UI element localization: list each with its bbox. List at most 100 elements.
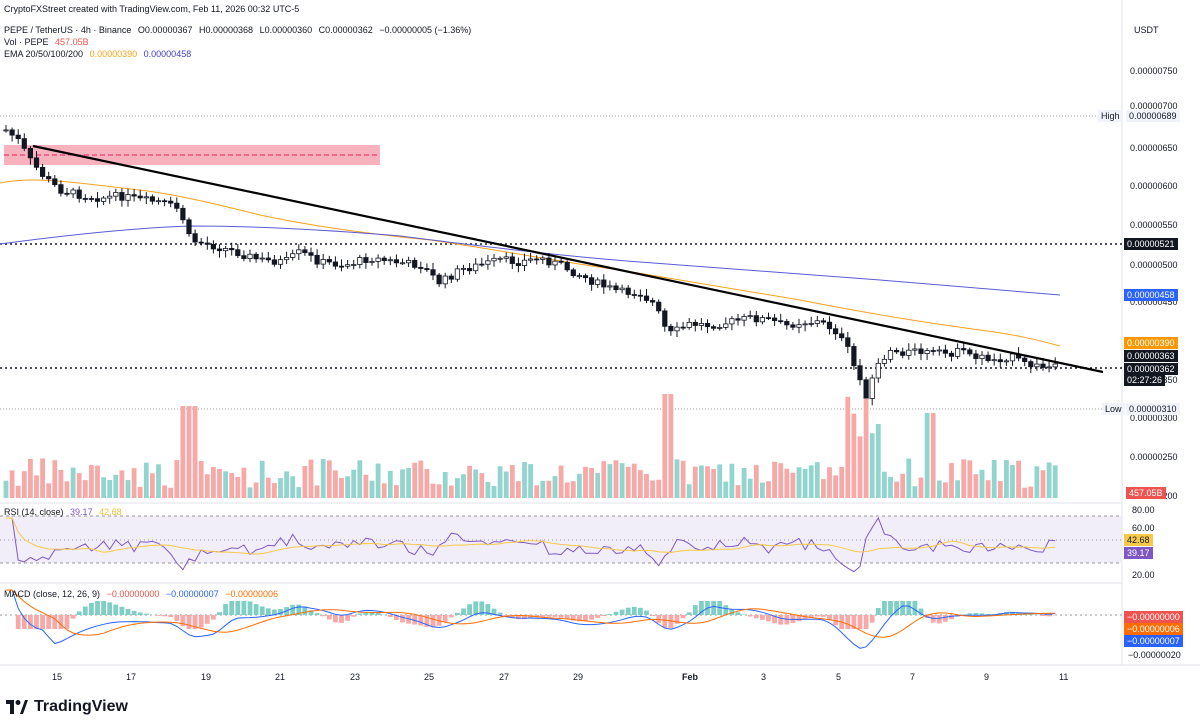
volume-bar[interactable] [424, 469, 430, 498]
candle-body[interactable] [64, 192, 70, 195]
candle-body[interactable] [894, 350, 900, 353]
volume-bar[interactable] [570, 481, 576, 498]
macd-histogram[interactable] [15, 601, 1058, 629]
volume-bar[interactable] [857, 436, 863, 498]
candle-body[interactable] [125, 194, 131, 201]
volume-bar[interactable] [174, 460, 180, 498]
candle-body[interactable] [216, 248, 223, 252]
candle-body[interactable] [741, 316, 747, 321]
candle-body[interactable] [729, 318, 735, 325]
candle-body[interactable] [528, 258, 534, 261]
candle-body[interactable] [363, 257, 369, 263]
volume-bar[interactable] [95, 465, 100, 498]
candle-body[interactable] [33, 157, 40, 168]
volume-bar[interactable] [589, 468, 594, 498]
volume-bar[interactable] [955, 480, 960, 498]
candle-body[interactable] [338, 265, 345, 268]
candle-body[interactable] [290, 253, 296, 258]
candle-body[interactable] [540, 257, 546, 260]
volume-bar[interactable] [455, 478, 460, 498]
candle-body[interactable] [3, 129, 9, 132]
descending-trendline[interactable] [32, 144, 1104, 374]
volume-bar[interactable] [52, 460, 58, 498]
volume-bar[interactable] [900, 473, 906, 498]
candle-body[interactable] [308, 252, 314, 256]
candle-body[interactable] [52, 178, 58, 186]
volume-bar[interactable] [528, 464, 533, 498]
candle-body[interactable] [296, 249, 302, 255]
candle-body[interactable] [759, 317, 766, 323]
candle-body[interactable] [698, 323, 705, 326]
candle-body[interactable] [94, 198, 101, 202]
candle-body[interactable] [277, 259, 284, 265]
volume-bar[interactable] [686, 484, 692, 498]
volume-bar[interactable] [162, 485, 167, 498]
volume-bar[interactable] [778, 463, 784, 498]
candle-body[interactable] [534, 258, 540, 261]
volume-bar[interactable] [82, 480, 88, 498]
candle-body[interactable] [137, 195, 143, 199]
candle-body[interactable] [283, 257, 290, 261]
candle-body[interactable] [247, 253, 253, 259]
candle-body[interactable] [326, 259, 332, 263]
volume-bar[interactable] [387, 470, 393, 498]
volume-bar[interactable] [436, 484, 442, 498]
volume-bar[interactable] [375, 463, 381, 498]
candle-body[interactable] [839, 333, 845, 339]
volume-bar[interactable] [314, 485, 320, 498]
candle-body[interactable] [826, 321, 833, 330]
volume-bar[interactable] [296, 487, 302, 498]
volume-bar[interactable] [3, 480, 9, 498]
volume-bar[interactable] [894, 481, 899, 498]
volume-bar[interactable] [357, 460, 363, 498]
candle-body[interactable] [485, 260, 491, 265]
volume-bar[interactable] [564, 482, 570, 498]
candle-body[interactable] [436, 274, 442, 285]
candle-body[interactable] [76, 189, 82, 199]
volume-bar[interactable] [1034, 466, 1040, 498]
candle-body[interactable] [314, 254, 320, 265]
candle-body[interactable] [650, 300, 656, 303]
volume-bar[interactable] [186, 406, 192, 498]
candle-body[interactable] [851, 346, 857, 367]
volume-bar[interactable] [235, 476, 241, 498]
candle-body[interactable] [808, 323, 814, 325]
volume-bar[interactable] [302, 466, 308, 498]
macd-signal-line[interactable] [6, 589, 1056, 638]
candle-body[interactable] [101, 197, 107, 202]
candle-body[interactable] [454, 268, 461, 280]
volume-bar[interactable] [875, 424, 881, 498]
volume-bar[interactable] [821, 479, 826, 498]
candle-body[interactable] [637, 294, 644, 297]
candle-body[interactable] [607, 285, 613, 288]
candle-body[interactable] [113, 192, 119, 197]
volume-bar[interactable] [70, 467, 76, 498]
volume-bar[interactable] [223, 471, 228, 498]
candle-body[interactable] [631, 294, 637, 296]
volume-bar[interactable] [650, 480, 655, 498]
volume-bar[interactable] [125, 480, 131, 498]
candle-body[interactable] [662, 310, 668, 327]
candle-body[interactable] [601, 279, 607, 288]
candle-body[interactable] [58, 184, 64, 194]
candle-body[interactable] [222, 248, 229, 252]
volume-bar[interactable] [583, 466, 588, 498]
volume-bar[interactable] [729, 463, 735, 498]
candle-body[interactable] [509, 256, 515, 264]
candle-body[interactable] [814, 320, 820, 324]
volume-bar[interactable] [412, 462, 418, 498]
volume-bar[interactable] [625, 466, 631, 498]
candle-body[interactable] [765, 317, 772, 319]
volume-bar[interactable] [516, 481, 521, 498]
volume-bar[interactable] [461, 474, 466, 498]
volume-bar[interactable] [790, 472, 796, 498]
candle-body[interactable] [887, 350, 894, 360]
volume-bar[interactable] [107, 479, 113, 498]
volume-bar[interactable] [717, 464, 723, 498]
candle-body[interactable] [857, 365, 863, 381]
candle-body[interactable] [948, 352, 955, 357]
volume-bar[interactable] [247, 487, 253, 498]
candle-body[interactable] [27, 147, 34, 159]
volume-bar[interactable] [259, 460, 265, 498]
candlesticks[interactable] [3, 125, 1058, 406]
